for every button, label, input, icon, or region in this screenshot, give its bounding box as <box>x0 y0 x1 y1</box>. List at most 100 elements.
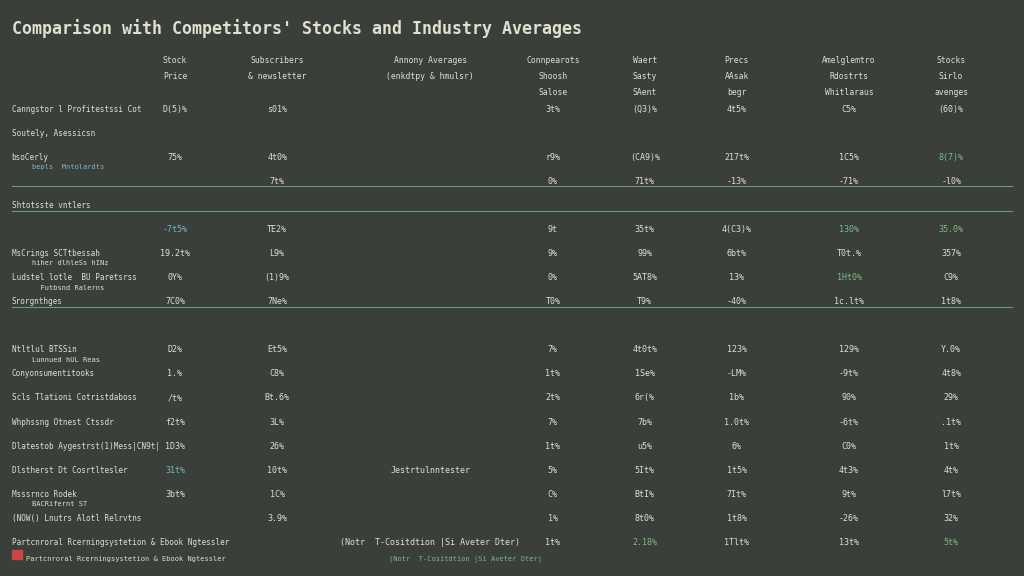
Text: 10t%: 10t% <box>267 466 287 475</box>
Text: Whitlaraus: Whitlaraus <box>824 88 873 97</box>
Text: (Notr  T-Cositdtion |Si Aveter Dter): (Notr T-Cositdtion |Si Aveter Dter) <box>389 556 543 563</box>
Text: Scls Tlationi Cotristdaboss: Scls Tlationi Cotristdaboss <box>11 393 136 403</box>
Text: 75%: 75% <box>168 153 182 162</box>
Text: 1Tlt%: 1Tlt% <box>724 538 750 547</box>
Text: f2t%: f2t% <box>165 418 185 427</box>
Text: -26%: -26% <box>839 514 859 523</box>
Text: Sirlo: Sirlo <box>939 72 964 81</box>
Text: s01%: s01% <box>267 105 287 113</box>
Text: 1b%: 1b% <box>729 393 744 403</box>
Text: -13%: -13% <box>727 177 746 186</box>
Text: 29%: 29% <box>944 393 958 403</box>
Text: Shoosh: Shoosh <box>539 72 567 81</box>
Text: Salose: Salose <box>539 88 567 97</box>
Text: Partcnroral Rcerningsystetion & Ebook Ngtessler: Partcnroral Rcerningsystetion & Ebook Ng… <box>11 538 229 547</box>
Text: .1t%: .1t% <box>941 418 962 427</box>
Text: 3t%: 3t% <box>546 105 560 113</box>
Text: 2.18%: 2.18% <box>632 538 657 547</box>
Text: 123%: 123% <box>727 346 746 354</box>
Text: (NOW() Lnutrs Alotl Relrvtns: (NOW() Lnutrs Alotl Relrvtns <box>11 514 141 523</box>
Text: -9t%: -9t% <box>839 369 859 378</box>
Text: (enkdtpy & hmulsr): (enkdtpy & hmulsr) <box>386 72 474 81</box>
Text: -7t5%: -7t5% <box>163 225 187 234</box>
Text: 99%: 99% <box>637 249 652 258</box>
Text: 357%: 357% <box>941 249 962 258</box>
Text: 1Se%: 1Se% <box>635 369 654 378</box>
Text: Msssrnco Rodek: Msssrnco Rodek <box>11 490 77 499</box>
Text: 31t%: 31t% <box>165 466 185 475</box>
Text: BtI%: BtI% <box>635 490 654 499</box>
Text: 1C5%: 1C5% <box>839 153 859 162</box>
Text: 2t%: 2t% <box>546 393 560 403</box>
Text: 1%: 1% <box>548 514 558 523</box>
Text: (1)9%: (1)9% <box>264 273 290 282</box>
Text: Stocks: Stocks <box>937 56 966 65</box>
Text: 26%: 26% <box>269 442 285 450</box>
Text: Ntltlul BTSSin: Ntltlul BTSSin <box>11 346 77 354</box>
Text: Amelglemtro: Amelglemtro <box>822 56 876 65</box>
Text: l7t%: l7t% <box>941 490 962 499</box>
Text: /t%: /t% <box>168 393 182 403</box>
Text: C8%: C8% <box>269 369 285 378</box>
Text: 90%: 90% <box>842 393 856 403</box>
Text: Stock: Stock <box>163 56 187 65</box>
Text: Rdostrts: Rdostrts <box>829 72 868 81</box>
Text: 1t%: 1t% <box>546 538 560 547</box>
Text: Ludstel lotle  BU Paretsrss: Ludstel lotle BU Paretsrss <box>11 273 136 282</box>
Text: 130%: 130% <box>839 225 859 234</box>
Text: 1t%: 1t% <box>546 442 560 450</box>
Text: 217t%: 217t% <box>724 153 750 162</box>
Text: bsoCerly: bsoCerly <box>11 153 48 162</box>
Text: C0%: C0% <box>842 442 856 450</box>
Text: 32%: 32% <box>944 514 958 523</box>
Text: 7%: 7% <box>548 346 558 354</box>
Text: 13t%: 13t% <box>839 538 859 547</box>
Text: C%: C% <box>548 490 558 499</box>
Text: 1C%: 1C% <box>269 490 285 499</box>
Text: C9%: C9% <box>944 273 958 282</box>
Text: 1t%: 1t% <box>546 369 560 378</box>
Text: TE2%: TE2% <box>267 225 287 234</box>
Text: 5It%: 5It% <box>635 466 654 475</box>
Text: 6bt%: 6bt% <box>727 249 746 258</box>
Text: MsCrings SCTtbessah: MsCrings SCTtbessah <box>11 249 99 258</box>
Text: Futbsnd Ralerns: Futbsnd Ralerns <box>32 285 104 290</box>
Text: 7t%: 7t% <box>269 177 285 186</box>
Text: Subscribers: Subscribers <box>250 56 304 65</box>
Text: 7b%: 7b% <box>637 418 652 427</box>
Text: Lunnued hUL Reas: Lunnued hUL Reas <box>32 357 100 363</box>
Text: -40%: -40% <box>727 297 746 306</box>
Text: D2%: D2% <box>168 346 182 354</box>
Text: -l0%: -l0% <box>941 177 962 186</box>
Text: 129%: 129% <box>839 346 859 354</box>
Text: Dlatestob Aygestrst(1)Mess|CN9t|: Dlatestob Aygestrst(1)Mess|CN9t| <box>11 442 160 450</box>
Text: Dlstherst Dt Cosrtltesler: Dlstherst Dt Cosrtltesler <box>11 466 127 475</box>
Text: 3L%: 3L% <box>269 418 285 427</box>
Text: 7%: 7% <box>548 418 558 427</box>
Text: 0Y%: 0Y% <box>168 273 182 282</box>
Text: -LM%: -LM% <box>727 369 746 378</box>
Text: 6%: 6% <box>732 442 741 450</box>
Text: & newsletter: & newsletter <box>248 72 306 81</box>
Text: (CA9)%: (CA9)% <box>630 153 659 162</box>
Text: 4t3%: 4t3% <box>839 466 859 475</box>
Text: begr: begr <box>727 88 746 97</box>
Text: D(5)%: D(5)% <box>163 105 187 113</box>
Text: 4t8%: 4t8% <box>941 369 962 378</box>
Text: -6t%: -6t% <box>839 418 859 427</box>
Text: 6r(%: 6r(% <box>635 393 654 403</box>
Text: Canngstor l Profitestssi Cot: Canngstor l Profitestssi Cot <box>11 105 141 113</box>
Text: 19.2t%: 19.2t% <box>160 249 190 258</box>
Bar <box>11 550 22 559</box>
Text: Precs: Precs <box>725 56 749 65</box>
Text: 1t8%: 1t8% <box>941 297 962 306</box>
Text: T0%: T0% <box>546 297 560 306</box>
Text: 0%: 0% <box>548 273 558 282</box>
Text: 35.0%: 35.0% <box>939 225 964 234</box>
Text: Soutely, Asessicsn: Soutely, Asessicsn <box>11 128 95 138</box>
Text: 1.0t%: 1.0t% <box>724 418 750 427</box>
Text: 9t%: 9t% <box>842 490 856 499</box>
Text: Whphssng Otnest Ctssdr: Whphssng Otnest Ctssdr <box>11 418 114 427</box>
Text: avenges: avenges <box>934 88 968 97</box>
Text: 1c.lt%: 1c.lt% <box>834 297 864 306</box>
